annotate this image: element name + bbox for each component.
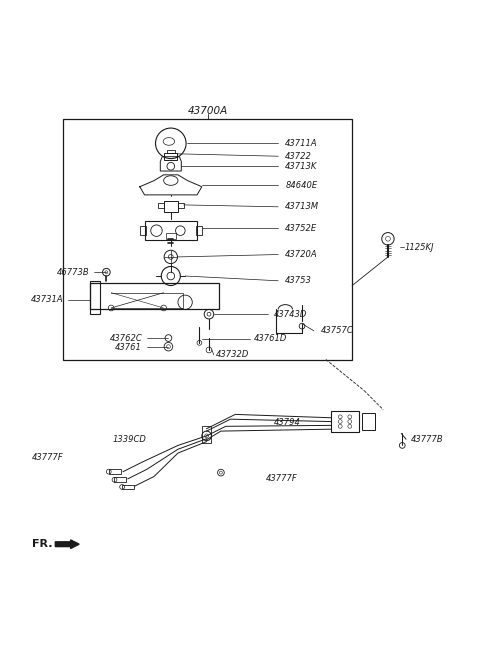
Text: 43777B: 43777B [411, 435, 444, 443]
Text: FR.: FR. [33, 539, 53, 549]
Bar [202, 426, 211, 443]
Bar [109, 469, 120, 474]
Text: 1125KJ: 1125KJ [405, 243, 434, 252]
Text: 43713K: 43713K [285, 162, 318, 171]
Text: 43743D: 43743D [274, 309, 307, 319]
Bar [122, 485, 134, 489]
Bar [167, 150, 175, 153]
FancyArrow shape [55, 540, 79, 549]
Bar [90, 281, 100, 314]
Bar [166, 233, 176, 238]
Text: 43753: 43753 [285, 277, 312, 285]
Bar [115, 478, 126, 482]
Bar [331, 411, 360, 432]
Text: 43777F: 43777F [32, 453, 63, 462]
Text: 1339CD: 1339CD [113, 435, 147, 443]
Text: 43720A: 43720A [285, 250, 318, 259]
Bar [63, 118, 352, 359]
Text: 46773B: 46773B [57, 267, 90, 277]
Bar [362, 413, 375, 430]
Text: 43777F: 43777F [266, 474, 298, 484]
Bar [90, 283, 218, 309]
Text: 43732D: 43732D [216, 350, 250, 359]
Bar [140, 226, 145, 235]
Text: 43761: 43761 [115, 343, 142, 352]
Bar [164, 201, 178, 212]
Text: 43752E: 43752E [285, 224, 317, 233]
Text: 43700A: 43700A [188, 106, 228, 116]
Text: 43794: 43794 [274, 419, 300, 428]
Bar [164, 153, 178, 160]
Bar [144, 221, 197, 240]
Bar [178, 202, 184, 208]
Bar [158, 202, 164, 208]
Bar [196, 226, 202, 235]
Text: 43713M: 43713M [285, 202, 320, 212]
Text: 84640E: 84640E [285, 181, 317, 190]
Text: 43722: 43722 [285, 152, 312, 161]
Text: 43711A: 43711A [285, 139, 318, 148]
Text: 43762C: 43762C [109, 334, 142, 344]
Text: 43761D: 43761D [254, 334, 288, 344]
Text: 43731A: 43731A [31, 296, 63, 304]
Text: 43757C: 43757C [321, 327, 354, 335]
